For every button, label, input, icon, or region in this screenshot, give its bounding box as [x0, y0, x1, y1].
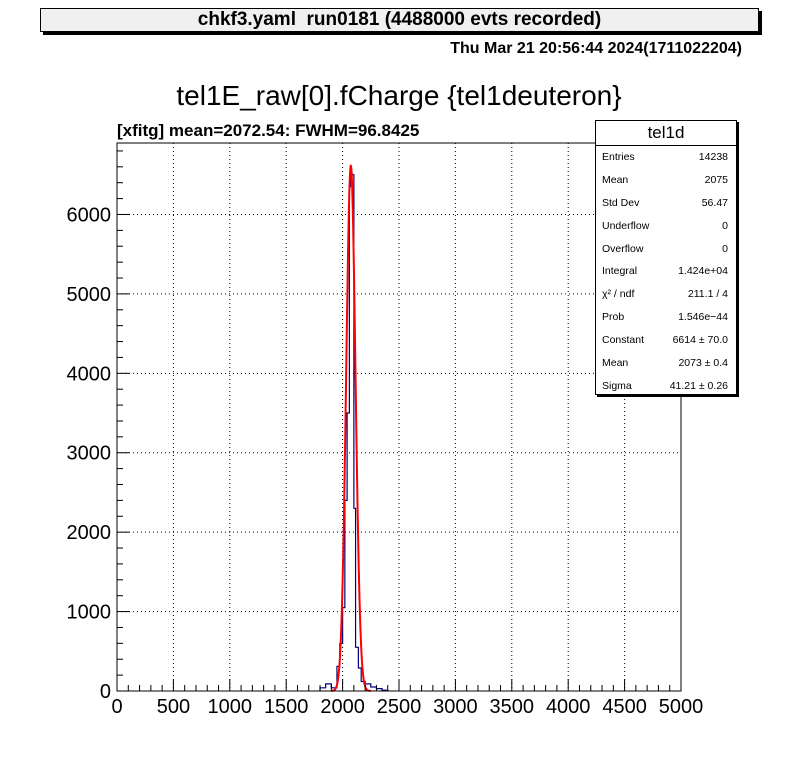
stats-label: Underflow: [602, 219, 650, 232]
x-tick-label: 4500: [602, 696, 647, 718]
stats-row-prob: Prob 1.546e−44: [596, 306, 736, 329]
stats-row-underflow: Underflow 0: [596, 215, 736, 238]
axes: 0 500 1000 1500 2000 2500 3000 3500 4000 4500 5000…: [67, 142, 704, 718]
stats-row-integral: Integral 1.424e+04: [596, 260, 736, 283]
y-tick-label: 5000: [67, 284, 112, 306]
stats-value: 2073 ± 0.4: [678, 357, 728, 370]
stats-row-chi2-ndf: χ² / ndf 211.1 / 4: [596, 283, 736, 306]
stats-label: Constant: [602, 334, 645, 347]
stats-value: 2075: [704, 173, 728, 186]
histogram-bin: [350, 173, 352, 691]
stats-value: 14238: [698, 151, 728, 163]
stats-label: Overflow: [602, 242, 644, 255]
stats-value: 56.47: [701, 196, 728, 209]
stats-row-overflow: Overflow 0: [596, 238, 736, 261]
gaussian-fit-curve: [331, 164, 371, 692]
stats-value: 211.1 / 4: [687, 288, 728, 301]
stats-label: Mean: [602, 173, 629, 186]
stats-label: Prob: [602, 311, 625, 324]
fit-result-label: [xfitg] mean=2072.54: FWHM=96.8425: [117, 121, 420, 140]
stats-label: Std Dev: [602, 196, 640, 209]
stats-value: 1.424e+04: [678, 265, 728, 278]
stats-row-fit-mean: Mean 2073 ± 0.4: [596, 352, 736, 375]
x-tick-label: 3500: [490, 696, 535, 718]
stats-value: 41.21 ± 0.26: [669, 379, 728, 392]
stats-value: 1.546e−44: [678, 311, 728, 324]
histogram-bin: [326, 684, 332, 691]
x-tick-label: 2000: [320, 696, 365, 718]
stats-value: 0: [722, 242, 728, 255]
stats-label: χ² / ndf: [602, 288, 635, 301]
stats-title: tel1d: [596, 121, 736, 146]
stats-row-std-dev: Std Dev 56.47: [596, 192, 736, 215]
stats-label: Mean: [602, 357, 629, 370]
x-tick-label: 4000: [546, 696, 591, 718]
stats-row-sigma: Sigma 41.21 ± 0.26: [596, 375, 736, 398]
x-tick-label: 5000: [659, 696, 704, 718]
stats-label: Entries: [602, 151, 635, 163]
canvas-header: chkf3.yaml run0181 (4488000 evts recorde…: [40, 8, 759, 32]
y-tick-label: 1000: [67, 602, 112, 624]
x-tick-label: 1500: [264, 696, 309, 718]
x-tick-label: 0: [111, 696, 122, 718]
y-tick-label: 6000: [67, 204, 112, 226]
histogram-title: tel1E_raw[0].fCharge {tel1deuteron}: [176, 80, 622, 111]
y-tick-label: 0: [100, 681, 111, 703]
stats-label: Sigma: [602, 379, 632, 392]
x-tick-label: 1000: [208, 696, 253, 718]
stats-value: 0: [722, 219, 728, 232]
x-tick-label: 2500: [377, 696, 422, 718]
stats-row-mean: Mean 2075: [596, 169, 736, 192]
stats-row-constant: Constant 6614 ± 70.0: [596, 329, 736, 352]
y-tick-label: 3000: [67, 443, 112, 465]
x-tick-label: 3000: [433, 696, 478, 718]
x-tick-label: 500: [157, 696, 190, 718]
stats-value: 6614 ± 70.0: [672, 334, 728, 347]
stats-label: Integral: [602, 265, 638, 278]
y-tick-label: 2000: [67, 522, 112, 544]
stats-box[interactable]: tel1d Entries 14238 Mean 2075 Std Dev 56…: [595, 120, 737, 395]
stats-row-entries: Entries 14238: [596, 146, 736, 169]
y-tick-label: 4000: [67, 363, 112, 385]
fit-layer: [331, 164, 371, 692]
timestamp: Thu Mar 21 20:56:44 2024(1711022204): [450, 40, 742, 57]
